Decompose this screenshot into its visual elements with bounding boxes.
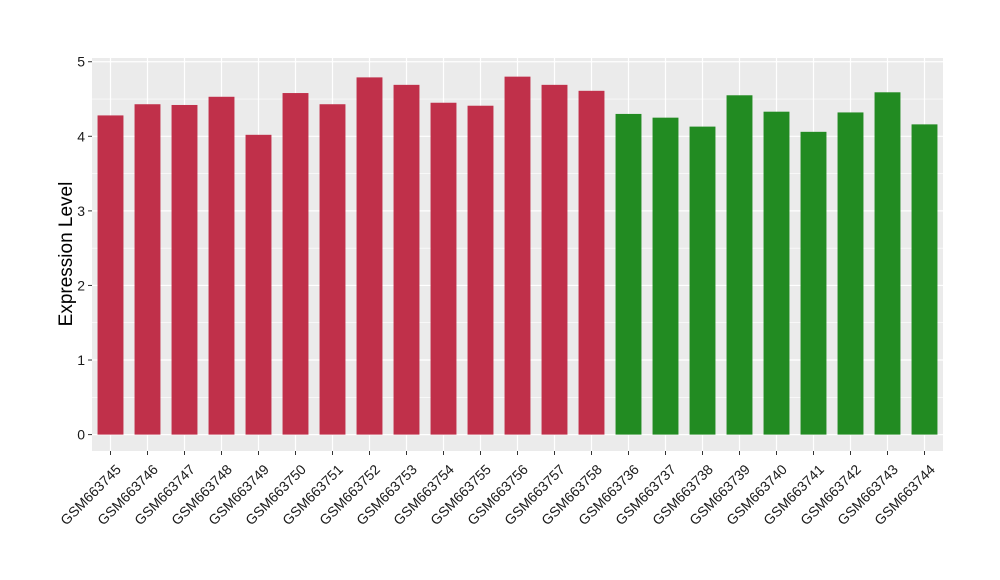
y-tick-label: 1 xyxy=(77,352,85,368)
bar-GSM663738 xyxy=(689,126,716,435)
bar-GSM663751 xyxy=(319,104,346,435)
bar-GSM663747 xyxy=(171,104,198,435)
bar-GSM663755 xyxy=(467,105,494,435)
bar-GSM663742 xyxy=(837,112,864,435)
bar-GSM663743 xyxy=(874,92,901,435)
bar-GSM663740 xyxy=(763,111,790,435)
bar-GSM663746 xyxy=(134,104,161,435)
bars xyxy=(97,76,938,435)
bar-GSM663758 xyxy=(578,90,605,435)
y-axis: 0 1 2 3 4 5 xyxy=(77,54,92,443)
bar-GSM663749 xyxy=(245,134,272,435)
bar-GSM663748 xyxy=(208,96,235,435)
bar-GSM663752 xyxy=(356,77,383,435)
x-axis: GSM663745GSM663746GSM663747GSM663748GSM6… xyxy=(57,451,938,528)
y-tick-label: 0 xyxy=(77,427,85,443)
bar-GSM663757 xyxy=(541,84,568,435)
bar-GSM663754 xyxy=(430,102,457,435)
y-axis-title: Expression Level xyxy=(56,182,77,327)
bar-GSM663736 xyxy=(615,113,642,435)
bar-GSM663756 xyxy=(504,76,531,435)
bar-GSM663741 xyxy=(800,131,827,435)
bar-GSM663753 xyxy=(393,84,420,435)
bar-GSM663737 xyxy=(652,117,679,435)
y-tick-label: 5 xyxy=(77,54,85,70)
bar-GSM663745 xyxy=(97,115,124,435)
bar-GSM663739 xyxy=(726,95,753,435)
y-tick-label: 2 xyxy=(77,277,85,293)
y-tick-label: 3 xyxy=(77,203,85,219)
y-tick-label: 4 xyxy=(77,128,85,144)
bar-GSM663744 xyxy=(911,124,938,435)
bar-GSM663750 xyxy=(282,93,309,435)
